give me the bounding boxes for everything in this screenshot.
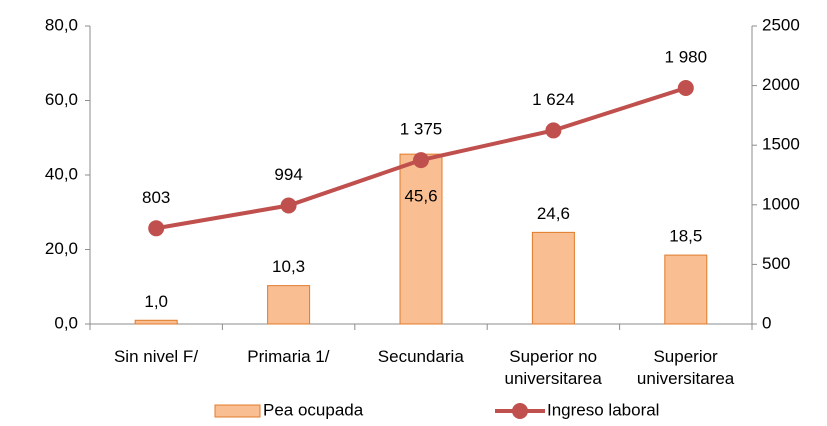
x-tick-label: Secundaria (377, 347, 464, 366)
bar (664, 254, 708, 325)
y2-tick-label: 500 (762, 254, 790, 273)
line-marker (413, 152, 429, 169)
y-tick-label: 80,0 (45, 15, 78, 34)
line-marker (148, 220, 165, 237)
y-tick-label: 60,0 (45, 90, 78, 109)
bar (267, 285, 311, 325)
legend-label: Ingreso laboral (547, 400, 659, 419)
legend-swatch (214, 404, 261, 418)
x-tick-label: Sin nivel F/ (113, 347, 199, 366)
bar (399, 153, 443, 325)
y-tick-label: 40,0 (45, 164, 78, 183)
line-value-label: 1 980 (665, 47, 708, 66)
y2-tick-label: 1000 (762, 194, 800, 213)
y2-tick-label: 2500 (762, 15, 800, 34)
line-marker (280, 197, 297, 214)
legend-marker (512, 403, 528, 419)
line-value-label: 1 624 (532, 90, 575, 109)
bar-value-label: 45,6 (404, 187, 437, 206)
line-marker (545, 122, 562, 139)
x-tick-label: Primaria 1/ (247, 347, 330, 366)
bar-value-label: 1,0 (144, 292, 168, 311)
y2-tick-label: 0 (762, 313, 771, 332)
bar (134, 319, 178, 325)
line-value-label: 994 (274, 165, 302, 184)
line-marker (677, 79, 694, 96)
line-value-label: 803 (142, 188, 170, 207)
bar-value-label: 10,3 (272, 257, 305, 276)
legend-label: Pea ocupada (263, 400, 364, 419)
y-tick-label: 20,0 (45, 239, 78, 258)
line-value-label: 1 375 (400, 120, 443, 139)
x-tick-label: Superior universitarea (636, 347, 735, 388)
y2-tick-label: 1500 (762, 135, 800, 154)
bar (531, 231, 575, 325)
bar-value-label: 18,5 (669, 227, 702, 246)
bar-value-label: 24,6 (537, 204, 570, 223)
y2-tick-label: 2000 (762, 75, 800, 94)
x-tick-label: Superior no universitarea (504, 347, 602, 388)
y-tick-label: 0,0 (54, 313, 78, 332)
